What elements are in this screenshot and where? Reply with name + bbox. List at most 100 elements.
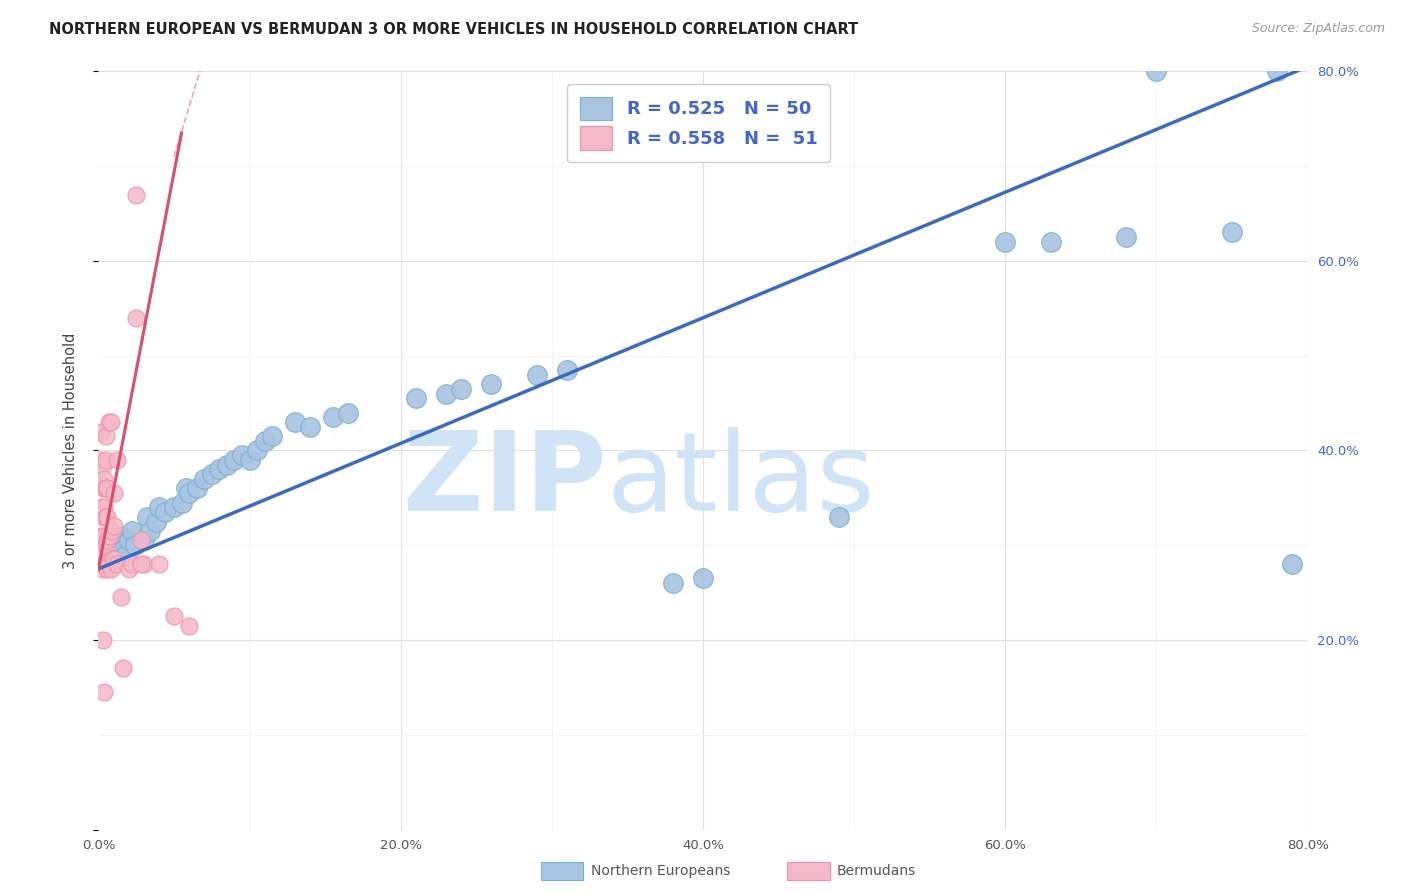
Point	[434, 386, 457, 401]
Point	[163, 500, 186, 515]
Point	[526, 368, 548, 382]
Point	[121, 524, 143, 538]
Point	[481, 377, 503, 392]
Point	[90, 552, 112, 566]
Point	[93, 500, 115, 515]
Point	[153, 505, 176, 519]
Point	[105, 538, 128, 552]
Point	[93, 472, 115, 486]
Point	[1039, 235, 1062, 249]
Point	[322, 410, 344, 425]
Point	[101, 552, 124, 566]
Point	[121, 557, 143, 572]
Point	[1267, 64, 1289, 78]
Point	[129, 557, 152, 572]
Point	[179, 486, 201, 500]
Point	[262, 429, 284, 443]
Point	[103, 552, 125, 566]
Point	[405, 392, 427, 406]
Point	[125, 310, 148, 325]
Point	[94, 482, 117, 496]
Point	[94, 557, 117, 572]
Point	[93, 685, 115, 699]
Point	[96, 533, 118, 548]
Point	[91, 633, 114, 648]
Point	[336, 406, 359, 420]
Point	[284, 415, 307, 429]
Point	[231, 448, 253, 462]
Point	[98, 557, 121, 572]
Text: Source: ZipAtlas.com: Source: ZipAtlas.com	[1251, 22, 1385, 36]
Point	[105, 557, 128, 572]
Point	[103, 519, 125, 533]
Point	[215, 458, 238, 472]
Point	[94, 429, 117, 443]
Text: ZIP: ZIP	[404, 427, 606, 534]
Point	[135, 509, 157, 524]
Point	[118, 533, 141, 548]
Point	[90, 476, 112, 491]
Point	[94, 453, 117, 467]
Y-axis label: 3 or more Vehicles in Household: 3 or more Vehicles in Household	[63, 333, 77, 568]
Point	[100, 543, 122, 558]
Point	[125, 187, 148, 202]
Point	[253, 434, 276, 448]
Point	[90, 453, 112, 467]
Point	[91, 509, 114, 524]
Point	[91, 458, 114, 472]
Point	[90, 529, 112, 543]
Point	[1220, 226, 1243, 240]
Point	[100, 415, 122, 429]
Point	[91, 482, 114, 496]
Point	[93, 529, 115, 543]
Point	[90, 425, 112, 439]
Point	[91, 562, 114, 576]
Point	[96, 562, 118, 576]
Point	[139, 524, 162, 538]
Point	[450, 382, 472, 396]
Point	[129, 533, 152, 548]
Point	[91, 533, 114, 548]
Point	[661, 576, 683, 591]
Point	[208, 462, 231, 476]
Point	[94, 509, 117, 524]
Point	[103, 486, 125, 500]
Point	[93, 557, 115, 572]
Point	[124, 538, 146, 552]
Point	[101, 524, 124, 538]
Point	[103, 552, 125, 566]
Point	[174, 482, 197, 496]
Point	[193, 472, 215, 486]
Point	[90, 500, 112, 515]
Point	[148, 500, 170, 515]
Point	[132, 557, 155, 572]
Point	[1144, 64, 1167, 78]
Point	[105, 453, 128, 467]
Point	[148, 557, 170, 572]
Point	[98, 529, 121, 543]
Point	[108, 529, 131, 543]
Point	[163, 609, 186, 624]
Legend: R = 0.525   N = 50, R = 0.558   N =  51: R = 0.525 N = 50, R = 0.558 N = 51	[567, 84, 830, 162]
Point	[828, 509, 851, 524]
Point	[239, 453, 262, 467]
Text: NORTHERN EUROPEAN VS BERMUDAN 3 OR MORE VEHICLES IN HOUSEHOLD CORRELATION CHART: NORTHERN EUROPEAN VS BERMUDAN 3 OR MORE …	[49, 22, 859, 37]
Point	[114, 548, 136, 562]
Point	[100, 562, 122, 576]
Point	[224, 453, 246, 467]
Point	[1115, 230, 1137, 244]
Point	[555, 363, 578, 377]
Point	[692, 571, 714, 585]
Text: Northern Europeans: Northern Europeans	[591, 863, 730, 878]
Point	[111, 543, 134, 558]
Point	[299, 419, 322, 434]
Point	[1281, 557, 1303, 572]
Point	[118, 562, 141, 576]
Point	[179, 619, 201, 633]
Point	[170, 495, 193, 509]
Point	[994, 235, 1017, 249]
Point	[110, 591, 132, 605]
Point	[96, 509, 118, 524]
Point	[132, 533, 155, 548]
Text: atlas: atlas	[606, 427, 875, 534]
